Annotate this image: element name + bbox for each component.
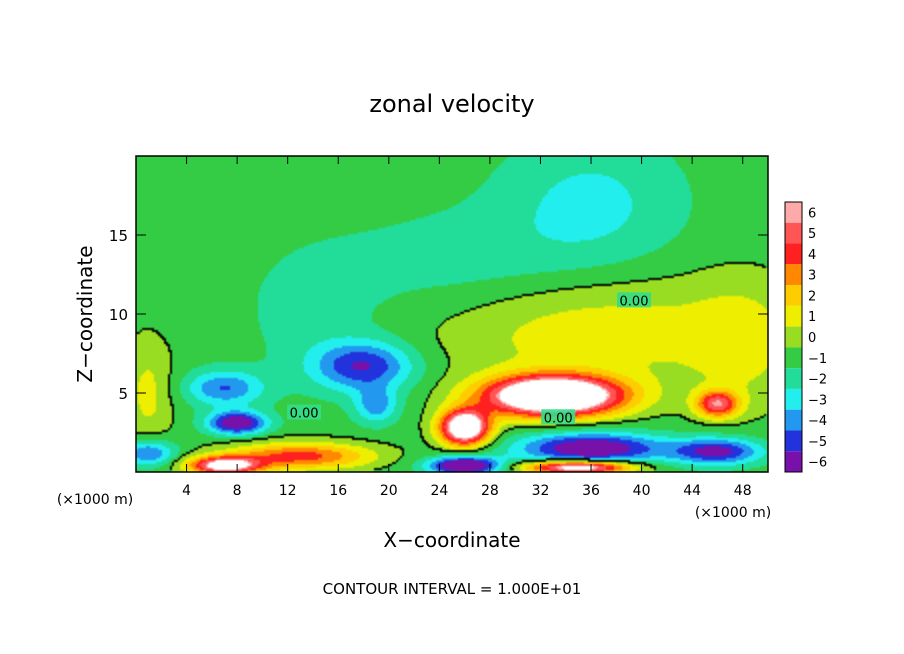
colorbar-label: 2: [808, 289, 816, 304]
colorbar-label: −1: [808, 352, 827, 367]
colorbar-label: −6: [808, 456, 827, 471]
colorbar: 6 5 4 3 2 1 0 −1 −2 −3 −4 −5 −6: [784, 201, 827, 473]
colorbar-label: 1: [808, 310, 816, 325]
colorbar-label: −3: [808, 393, 827, 408]
contour-labels: 0.00 0.00 0.00: [287, 292, 652, 426]
x-tick-label: 36: [582, 483, 600, 499]
colorbar-label: −4: [808, 414, 827, 429]
colorbar-swatch: [785, 347, 802, 369]
colorbar-frame: [784, 201, 803, 473]
velocity-field-heatmap: [136, 156, 768, 472]
x-tick-label: 20: [380, 483, 398, 499]
colorbar-swatch: [785, 222, 802, 244]
colorbar-swatch: [785, 264, 802, 286]
x-tick-label: 28: [481, 483, 499, 499]
colorbar-swatch: [785, 243, 802, 265]
colorbar-label: 5: [808, 227, 816, 242]
colorbar-label: −5: [808, 435, 827, 450]
y-ticks: 5 10 15: [109, 227, 768, 403]
plot-area: 0.000.000.00 4 8 12 16 20 24 28 32 36 40 44 48 5101…: [109, 155, 769, 499]
contour-label-bg: [617, 292, 652, 308]
colorbar-swatch: [785, 388, 802, 410]
x-tick-label: 44: [683, 483, 701, 499]
x-unit-left: (×1000 m): [57, 492, 133, 508]
x-ticks: 4 8 12 16 20 24 28 32 36 40 44 48: [182, 156, 752, 499]
contour-label: 0.00: [290, 407, 319, 422]
colorbar-label: 3: [808, 269, 816, 284]
contour-label-bg: [287, 404, 322, 420]
colorbar-label: 0: [808, 331, 816, 346]
y-axis-label: Z−coordinate: [73, 245, 97, 382]
colorbar-label: 4: [808, 248, 816, 263]
chart-title: zonal velocity: [369, 90, 534, 118]
colorbar-label: 6: [808, 206, 816, 221]
contour-label: 0.00: [544, 411, 573, 426]
y-tick-label: 10: [109, 306, 128, 324]
colorbar-swatch: [785, 430, 802, 452]
colorbar-swatch: [785, 409, 802, 431]
colorbar-swatch: [785, 368, 802, 389]
y-tick-label: 15: [109, 227, 128, 245]
colorbar-label: −2: [808, 373, 827, 388]
x-tick-label: 32: [532, 483, 550, 499]
x-tick-label: 16: [329, 483, 347, 499]
x-tick-label: 12: [279, 483, 297, 499]
colorbar-swatch: [785, 285, 802, 306]
x-unit-right: (×1000 m): [695, 505, 771, 521]
x-tick-label: 40: [633, 483, 651, 499]
contour-label-bg: [541, 409, 576, 425]
colorbar-swatch: [785, 326, 802, 348]
x-tick-label: 4: [182, 483, 191, 499]
contour-label: 0.00: [620, 294, 649, 309]
x-axis-label: X−coordinate: [383, 528, 520, 552]
y-tick-label: 5: [118, 385, 128, 403]
x-tick-label: 24: [430, 483, 448, 499]
colorbar-swatch: [785, 305, 802, 327]
x-tick-label: 48: [734, 483, 752, 499]
contour-interval-note: CONTOUR INTERVAL = 1.000E+01: [323, 580, 582, 598]
x-tick-label: 8: [233, 483, 242, 499]
colorbar-swatch: [785, 451, 802, 472]
colorbar-swatch: [785, 202, 802, 223]
